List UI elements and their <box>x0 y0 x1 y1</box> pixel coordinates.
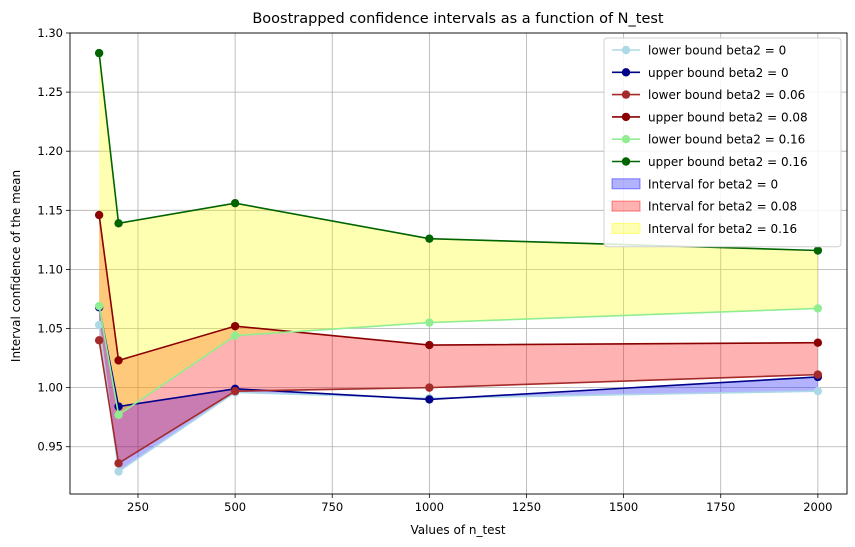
series-4-point <box>94 301 104 311</box>
series-5-point <box>813 246 823 255</box>
series-1-point <box>425 395 434 404</box>
series-4-point <box>425 318 434 327</box>
series-2-point <box>425 383 434 392</box>
legend-marker <box>621 157 631 166</box>
x-tick-label: 1750 <box>706 500 735 514</box>
series-0-point <box>114 467 123 476</box>
legend-label: Interval for beta2 = 0 <box>648 177 778 191</box>
series-2-point <box>114 459 123 468</box>
chart-title: Boostrapped confidence intervals as a fu… <box>252 11 664 27</box>
y-tick-label: 1.00 <box>37 381 63 395</box>
legend-label: upper bound beta2 = 0.16 <box>648 155 808 169</box>
legend-label: upper bound beta2 = 0.08 <box>648 110 808 124</box>
series-3-point <box>425 340 434 350</box>
plot-frame <box>69 32 848 495</box>
series-4-point <box>114 410 123 420</box>
legend-marker <box>621 45 631 55</box>
legend: lower bound beta2 = 0 upper bound beta2 =… <box>603 37 842 248</box>
series-4-point <box>230 331 240 340</box>
legend-swatch <box>611 222 641 234</box>
series-3-point <box>114 356 123 365</box>
legend-swatch <box>611 178 641 190</box>
y-tick-label: 1.25 <box>37 85 63 99</box>
legend-swatch <box>611 200 641 212</box>
series-3-point <box>813 338 823 347</box>
series-1-point <box>114 402 123 411</box>
x-tick-label: 250 <box>127 500 149 514</box>
legend-label: Interval for beta2 = 0.16 <box>648 222 797 236</box>
y-tick-label: 1.30 <box>37 26 63 40</box>
y-tick-label: 0.95 <box>37 440 63 454</box>
series-2-point <box>813 370 823 379</box>
plot-area: 250 500 750 1000 1250 1500 1750 2000 0.95 1.00 1.0… <box>37 26 848 514</box>
series-5-point <box>94 48 104 58</box>
legend-box <box>603 37 842 248</box>
series-2-point <box>94 336 104 345</box>
legend-marker <box>621 135 631 144</box>
x-tick-label: 750 <box>321 500 343 514</box>
series-5-point <box>230 199 240 208</box>
band-2 <box>99 53 818 415</box>
y-tick-label: 1.20 <box>37 144 63 158</box>
y-axis-label: Interval confidence of the mean <box>9 170 23 362</box>
y-tick-label: 1.10 <box>37 262 63 276</box>
legend-marker <box>621 90 631 99</box>
x-tick-label: 2000 <box>803 500 832 514</box>
legend-marker <box>621 112 631 122</box>
series-3-point <box>94 210 104 220</box>
legend-label: lower bound beta2 = 0.16 <box>648 133 805 147</box>
series-2-point <box>230 386 240 396</box>
x-axis-label: Values of n_test <box>410 523 505 537</box>
y-tick-label: 1.05 <box>37 322 63 336</box>
series-0-point <box>94 320 104 330</box>
y-tick-label: 1.15 <box>37 203 63 217</box>
x-tick-label: 1000 <box>415 500 444 514</box>
legend-label: lower bound beta2 = 0.06 <box>648 88 805 102</box>
legend-label: lower bound beta2 = 0 <box>648 44 786 58</box>
x-tick-label: 1500 <box>609 500 638 514</box>
legend-label: upper bound beta2 = 0 <box>648 66 789 80</box>
series-5-point <box>425 234 434 243</box>
series-3-point <box>230 321 240 331</box>
legend-label: Interval for beta2 = 0.08 <box>648 200 797 214</box>
series-0-point <box>813 386 823 396</box>
legend-marker <box>621 68 631 77</box>
band-1 <box>99 215 818 464</box>
series-4-point <box>813 304 823 313</box>
x-tick-label: 500 <box>224 500 246 514</box>
x-tick-label: 1250 <box>512 500 541 514</box>
series-5-point <box>114 219 123 228</box>
